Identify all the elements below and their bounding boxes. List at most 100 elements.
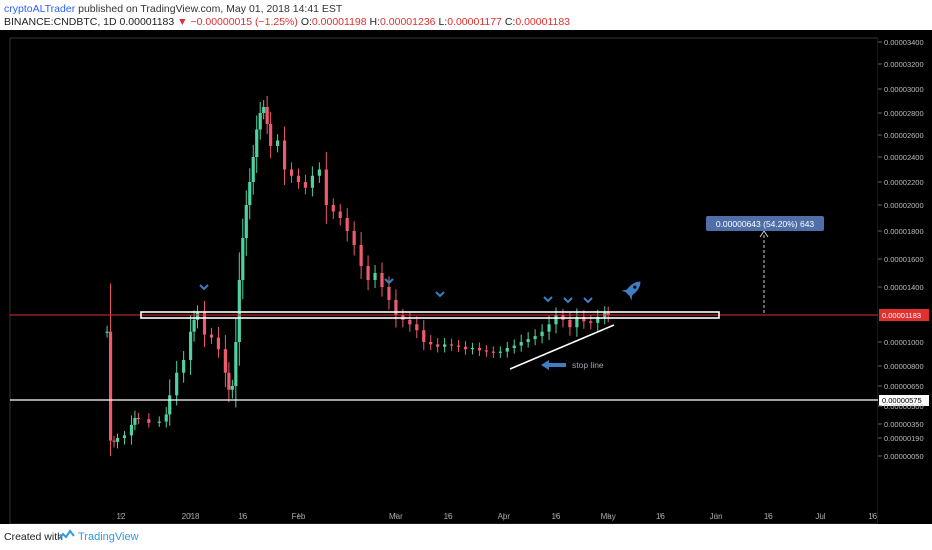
y-tick-label: 0.00001000 (884, 338, 924, 347)
candle-body (289, 169, 294, 176)
candle-body (105, 331, 109, 333)
price-chart[interactable]: 0.00000643 (54.20%) 643 stop line 0.00003… (0, 30, 932, 524)
candle-body (136, 418, 140, 420)
candle-body (251, 157, 255, 182)
y-tick-label: 0.00001600 (884, 255, 924, 264)
x-tick-label: 16 (656, 512, 665, 521)
chevron-down-icon (563, 297, 573, 304)
candle-body (408, 319, 412, 325)
candle-body (568, 319, 572, 328)
candle-body (115, 438, 120, 442)
x-tick-label: 16 (868, 512, 877, 521)
x-tick-label: Apr (498, 512, 511, 521)
candle-body (387, 287, 391, 300)
x-tick-label: Feb (292, 512, 306, 521)
candle-body (429, 342, 433, 345)
candle-body (443, 344, 447, 347)
low-value: 0.00001177 (447, 16, 502, 28)
published-info: published on TradingView.com, May 01, 20… (75, 3, 343, 15)
resistance-zone (140, 311, 720, 319)
candle-body (310, 175, 314, 188)
y-tick-label: 0.00002400 (884, 153, 924, 162)
candle-body (477, 348, 482, 351)
candle-body (244, 205, 248, 238)
y-tick-label: 0.00003000 (884, 85, 924, 94)
price-axis[interactable]: 0.00003400 0.00003200 0.00003000 0.00002800… (878, 30, 932, 524)
candles (105, 95, 610, 456)
candle-body (373, 273, 377, 280)
chevron-down-icon (583, 297, 593, 304)
y-tick-label: 0.00000800 (884, 362, 924, 371)
candle-body (470, 348, 475, 350)
candle-body (265, 107, 269, 124)
x-tick-label: 12 (117, 512, 126, 521)
stop-line-label: stop line (572, 360, 604, 370)
candle-body (227, 372, 231, 390)
candle-body (216, 337, 221, 350)
ohlc-line: BINANCE:CNDBTC, 1D 0.00001183 ▼ −0.00000… (4, 16, 570, 28)
close-value: 0.00001183 (515, 16, 571, 28)
tradingview-logo-icon[interactable] (57, 528, 75, 542)
candle-body (498, 351, 502, 353)
low-label: L: (438, 16, 448, 28)
candle-body (192, 319, 196, 332)
rocket-window (633, 285, 637, 289)
y-tick-label: 0.00003400 (884, 38, 924, 47)
candle-body (422, 330, 426, 342)
candle-body (394, 299, 398, 316)
candle-body (512, 345, 516, 348)
current-price-tag (879, 309, 929, 321)
candle-body (112, 440, 116, 442)
candle-body (540, 331, 544, 337)
candle-body (526, 339, 530, 342)
axis-background (878, 30, 932, 524)
candle-body (255, 129, 259, 157)
candle-body (519, 342, 523, 346)
candle-body (108, 331, 113, 441)
candle-body (262, 107, 266, 113)
candle-body (317, 169, 321, 176)
time-axis[interactable]: 12 2018 16 Feb Mar 16 Apr 16 May 16 Jun 16 Jul 16 (117, 512, 878, 521)
candle-body (248, 182, 252, 205)
last-price: 0.00001183 (119, 16, 175, 28)
chart-area[interactable]: 0.00000643 (54.20%) 643 stop line 0.00003… (0, 30, 932, 524)
candle-body (533, 336, 537, 340)
drawings: 0.00000643 (54.20%) 643 stop line (10, 216, 878, 401)
support-price-tag (879, 395, 929, 406)
chevron-down-icon (543, 296, 553, 303)
candle-body (209, 334, 214, 338)
price-change: ▼ −0.00000015 (−1.25%) (177, 16, 298, 28)
symbol-label: BINANCE:CNDBTC, 1D (4, 16, 117, 28)
candle-body (230, 386, 234, 390)
x-tick-label: 16 (764, 512, 773, 521)
x-tick-label: Mar (389, 512, 403, 521)
candle-body (331, 205, 335, 212)
candle-body (133, 418, 137, 425)
candle-body (589, 321, 593, 323)
trend-line (509, 324, 615, 370)
y-tick-label: 0.00002000 (884, 201, 924, 210)
candle-body (122, 435, 127, 438)
candle-body (175, 372, 179, 396)
y-tick-label: 0.00001400 (884, 283, 924, 292)
candle-body (164, 414, 168, 422)
x-tick-label: 16 (444, 512, 453, 521)
measure-label-box (706, 216, 824, 231)
candle-body (282, 140, 287, 170)
candle-body (359, 245, 363, 266)
author-link[interactable]: cryptoALTrader (4, 3, 76, 15)
tradingview-brand-link[interactable]: TradingView (78, 531, 139, 543)
candle-body (129, 424, 134, 436)
candle-body (241, 238, 245, 280)
y-tick-label: 0.00000575 (882, 396, 922, 405)
x-tick-label: May (601, 512, 616, 521)
high-label: H: (369, 16, 381, 28)
y-tick-label: 0.00002200 (884, 178, 924, 187)
candle-body (606, 312, 610, 316)
created-with-label: Created with (4, 531, 63, 543)
y-tick-label: 0.00002600 (884, 131, 924, 140)
candle-body (338, 211, 342, 218)
y-tick-label: 0.00001183 (882, 311, 921, 320)
y-tick-label: 0.00002800 (884, 109, 924, 118)
candle-body (554, 315, 558, 325)
